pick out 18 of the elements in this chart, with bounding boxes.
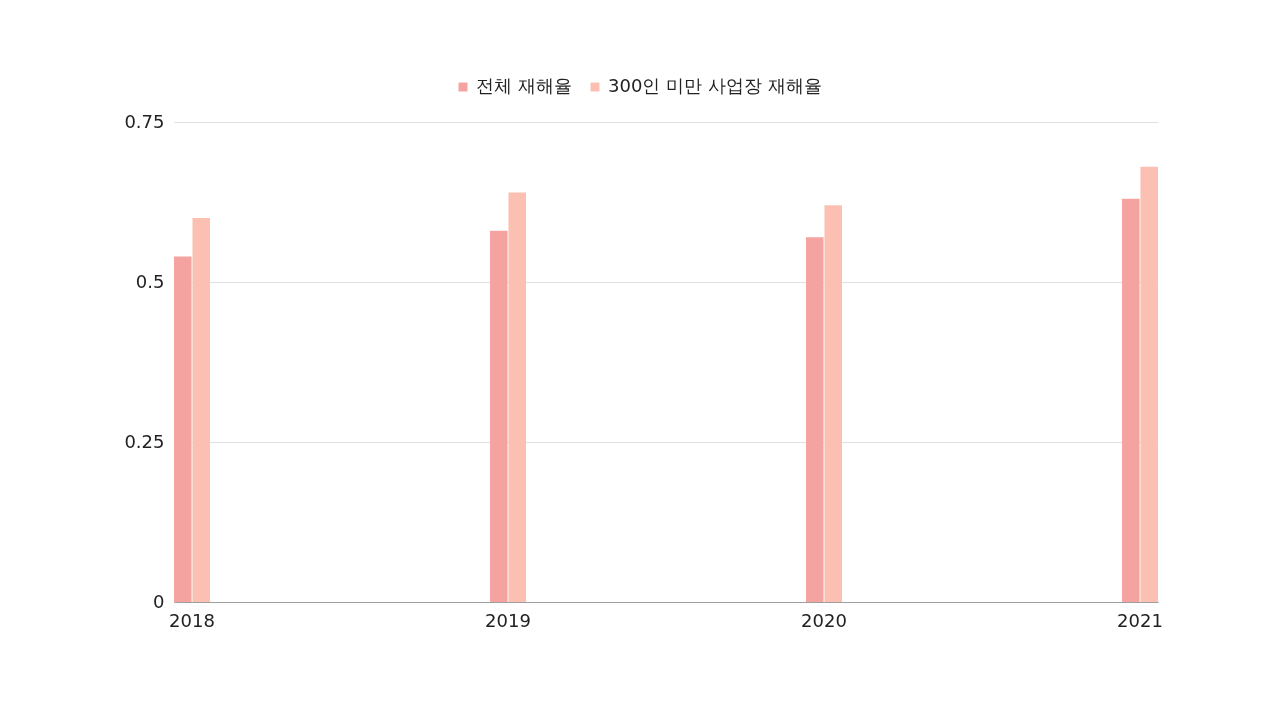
bar — [508, 192, 527, 602]
legend-label: 전체 재해율 — [476, 75, 572, 96]
x-tick-label: 2019 — [485, 609, 531, 631]
bar — [805, 237, 824, 602]
x-tick-label: 2020 — [801, 609, 847, 631]
legend-label: 300인 미만 사업장 재해율 — [608, 75, 822, 96]
x-tick-label: 2021 — [1117, 609, 1163, 631]
y-tick-label: 0.25 — [124, 430, 165, 452]
bar — [1140, 166, 1158, 602]
bar — [192, 218, 211, 602]
bar — [1121, 198, 1140, 602]
bar — [824, 205, 843, 602]
bar — [489, 230, 508, 602]
bar — [174, 256, 192, 602]
y-tick-label: 0.5 — [135, 270, 165, 292]
y-tick-label: 0.75 — [124, 110, 165, 132]
y-tick-label: 0 — [153, 590, 165, 612]
x-tick-label: 2018 — [169, 609, 215, 631]
